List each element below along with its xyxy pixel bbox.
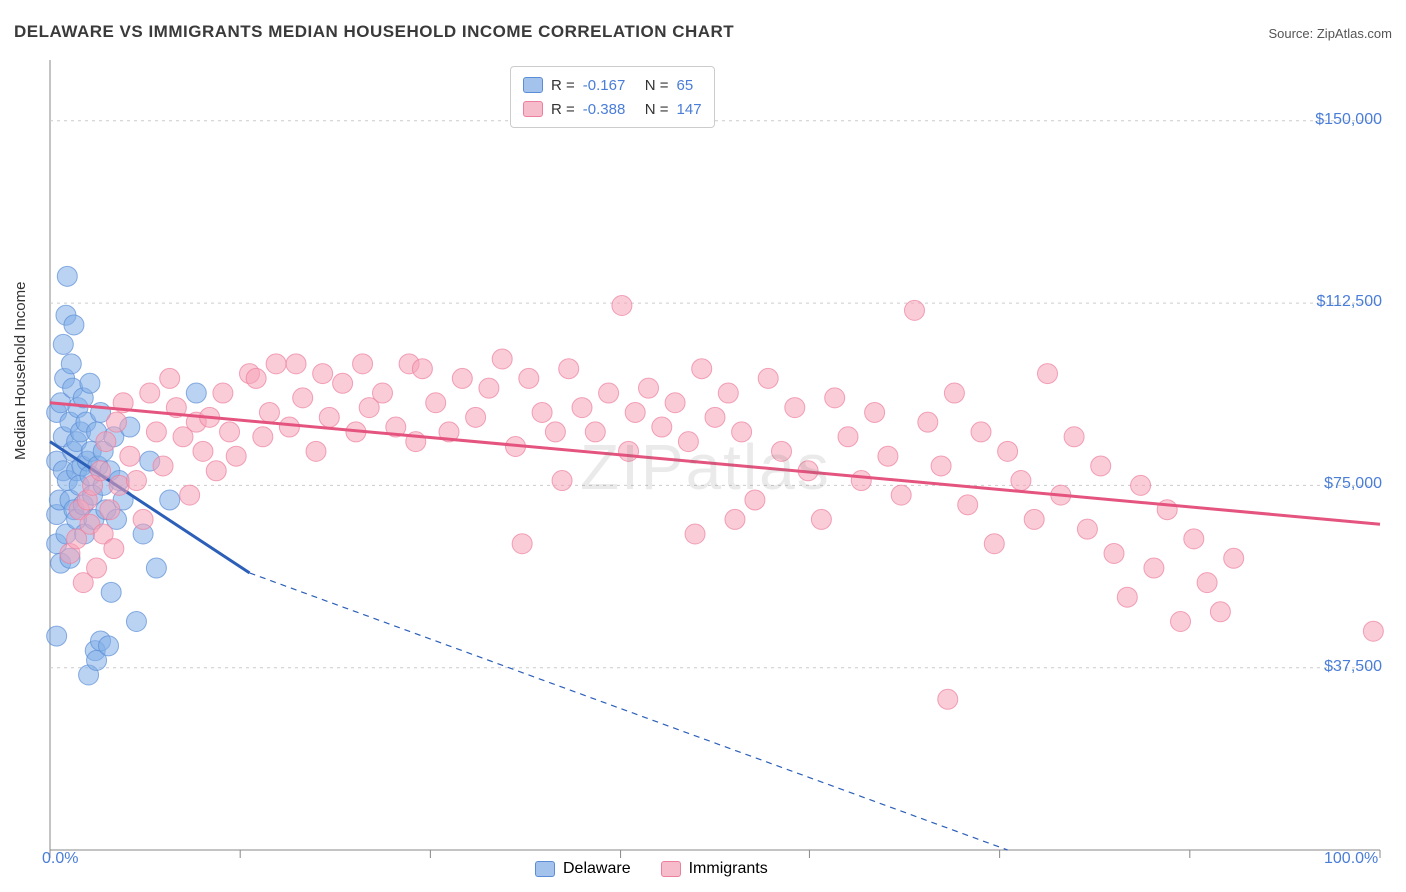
legend-correlation: R = -0.167 N = 65 R = -0.388 N = 147: [510, 66, 715, 128]
x-tick-label: 100.0%: [1324, 850, 1378, 868]
legend-series-item: Delaware: [535, 860, 631, 878]
legend-r-value: -0.167: [583, 77, 637, 94]
legend-series-label: Immigrants: [689, 860, 768, 878]
legend-swatch: [661, 861, 681, 877]
legend-series-label: Delaware: [563, 860, 631, 878]
y-axis-label: Median Household Income: [12, 282, 29, 460]
legend-r-label: R =: [551, 77, 575, 94]
legend-n-label: N =: [645, 77, 669, 94]
y-tick-label: $112,500: [1316, 293, 1382, 311]
chart-svg: [0, 0, 1406, 892]
legend-swatch: [523, 101, 543, 117]
y-tick-label: $37,500: [1324, 658, 1382, 676]
legend-correlation-row: R = -0.167 N = 65: [523, 73, 702, 97]
legend-correlation-row: R = -0.388 N = 147: [523, 97, 702, 121]
legend-swatch: [523, 77, 543, 93]
correlation-chart: DELAWARE VS IMMIGRANTS MEDIAN HOUSEHOLD …: [0, 0, 1406, 892]
y-tick-label: $75,000: [1324, 475, 1382, 493]
legend-r-value: -0.388: [583, 101, 637, 118]
legend-r-label: R =: [551, 101, 575, 118]
legend-n-label: N =: [645, 101, 669, 118]
legend-swatch: [535, 861, 555, 877]
legend-series: Delaware Immigrants: [535, 860, 768, 878]
legend-series-item: Immigrants: [661, 860, 768, 878]
legend-n-value: 147: [677, 101, 702, 118]
y-tick-label: $150,000: [1315, 111, 1382, 129]
legend-n-value: 65: [677, 77, 694, 94]
x-tick-label: 0.0%: [42, 850, 78, 868]
